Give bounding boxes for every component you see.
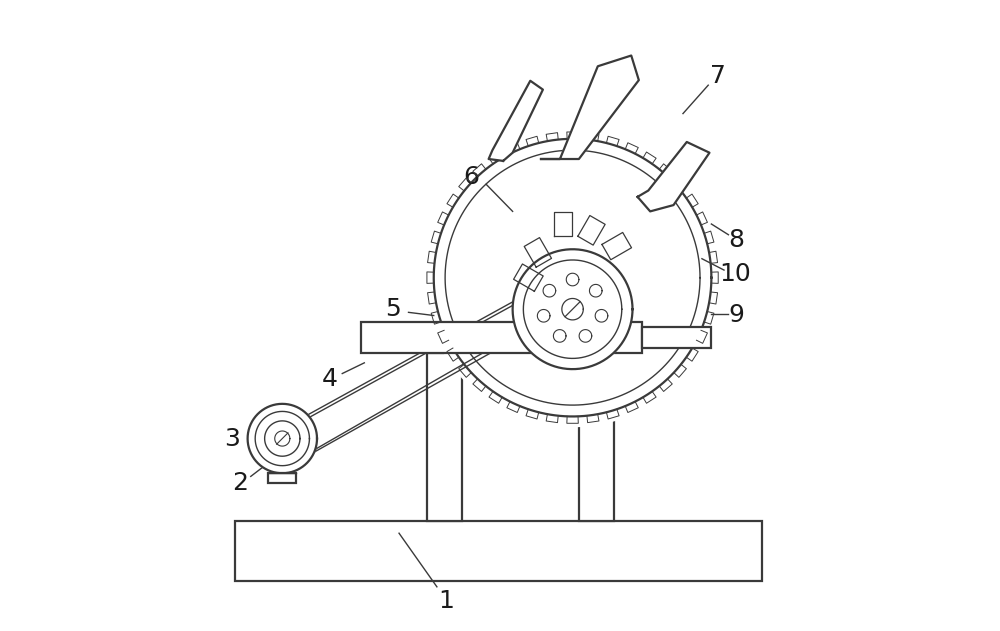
Text: 3: 3 <box>224 427 240 451</box>
Bar <box>235 521 762 581</box>
Bar <box>642 327 711 348</box>
Polygon shape <box>513 249 633 369</box>
Text: 2: 2 <box>232 471 248 495</box>
Text: 8: 8 <box>729 228 745 252</box>
Text: 4: 4 <box>322 367 338 391</box>
Polygon shape <box>554 212 572 236</box>
Text: 5: 5 <box>385 297 401 321</box>
Bar <box>361 322 642 353</box>
Polygon shape <box>248 404 317 473</box>
Polygon shape <box>541 56 639 159</box>
Polygon shape <box>514 264 543 292</box>
Bar <box>579 353 614 521</box>
Polygon shape <box>578 216 605 245</box>
Text: 1: 1 <box>438 589 454 613</box>
Text: 10: 10 <box>719 262 751 286</box>
Text: 9: 9 <box>729 304 745 327</box>
Polygon shape <box>602 232 632 260</box>
Bar <box>427 353 462 521</box>
Polygon shape <box>638 142 709 211</box>
Text: 7: 7 <box>710 64 726 88</box>
Text: 6: 6 <box>464 165 480 189</box>
Polygon shape <box>524 238 552 267</box>
Bar <box>268 473 296 483</box>
Polygon shape <box>424 129 721 427</box>
Polygon shape <box>489 81 543 161</box>
